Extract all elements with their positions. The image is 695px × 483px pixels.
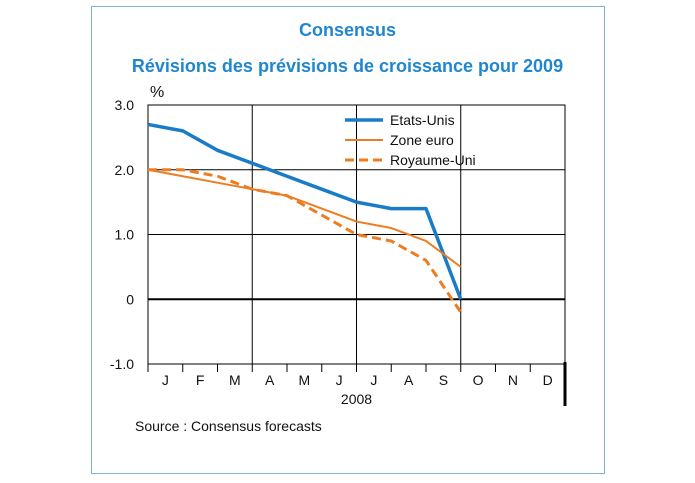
series-line-2 xyxy=(148,168,462,314)
x-axis-label: 2008 xyxy=(341,391,372,407)
y-tick-label: -1.0 xyxy=(110,356,134,372)
x-tick-label: M xyxy=(299,372,311,388)
x-tick-label: N xyxy=(508,372,518,388)
y-tick-label: 0 xyxy=(126,291,134,307)
x-tick-label: J xyxy=(162,372,169,388)
legend-label: Royaume-Uni xyxy=(390,152,476,168)
x-tick-label: S xyxy=(439,372,448,388)
series-line-0 xyxy=(147,122,463,300)
series-line-1 xyxy=(147,168,462,268)
source-note: Source : Consensus forecasts xyxy=(135,418,322,434)
x-tick-label: M xyxy=(229,372,241,388)
x-tick-label: A xyxy=(404,372,414,388)
y-tick-label: 3.0 xyxy=(115,97,135,113)
legend-label: Zone euro xyxy=(390,132,454,148)
legend-label: Etats-Unis xyxy=(390,112,455,128)
x-tick-label: J xyxy=(370,372,377,388)
x-tick-label: F xyxy=(196,372,205,388)
chart-subtitle: Révisions des prévisions de croissance p… xyxy=(131,56,564,76)
x-tick-label: D xyxy=(543,372,553,388)
x-tick-label: A xyxy=(265,372,275,388)
chart-title: Consensus xyxy=(298,20,397,40)
chart-frame xyxy=(91,6,605,474)
x-tick-label: J xyxy=(336,372,343,388)
y-tick-label: 1.0 xyxy=(115,227,135,243)
x-tick-label: O xyxy=(473,372,484,388)
y-tick-label: 2.0 xyxy=(115,162,135,178)
y-axis-label: % xyxy=(150,84,164,101)
